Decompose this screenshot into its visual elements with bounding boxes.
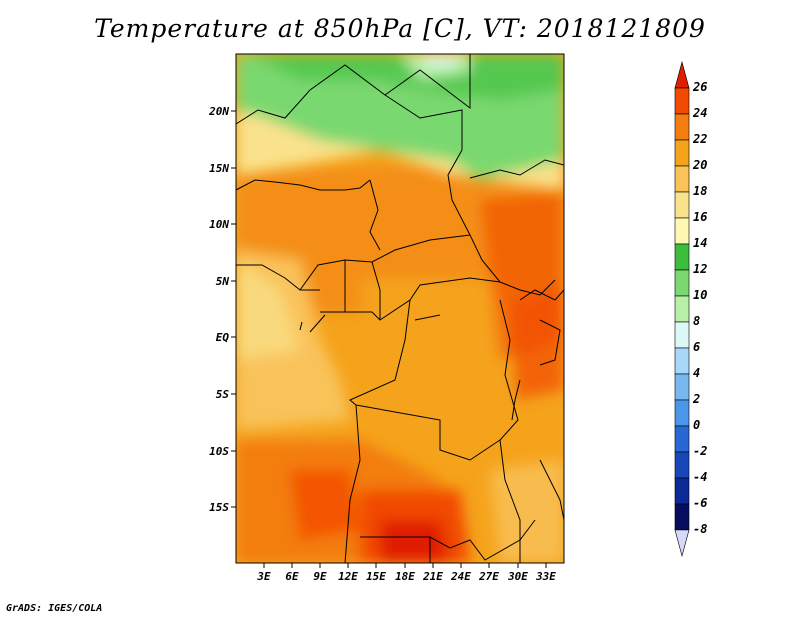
colorbar-label: 0 [693,418,700,432]
colorbar [674,60,690,558]
colorbar-block [674,243,690,271]
colorbar-block [674,503,690,531]
lat-label: 15S [209,501,229,514]
colorbar-label: 14 [693,236,707,250]
colorbar-block [674,399,690,427]
lon-label: 18E [395,570,415,583]
colorbar-block [674,191,690,219]
temperature-field [236,54,564,563]
colorbar-label: -6 [693,496,707,510]
lon-label: 27E [478,570,499,583]
country-borders [236,54,564,563]
grads-credit: GrADS: IGES/COLA [6,603,103,614]
lon-label: 3E [256,570,271,583]
colorbar-block [674,373,690,401]
colorbar-label: 6 [693,340,700,354]
colorbar-block [674,217,690,245]
lon-label: 24E [450,570,471,583]
colorbar-block [674,529,690,558]
lat-label: 5S [216,388,230,401]
colorbar-block [674,165,690,193]
colorbar-label: 26 [692,80,707,94]
colorbar-label: 2 [692,392,700,406]
colorbar-block [674,269,690,297]
colorbar-label: 8 [693,314,700,328]
lon-label: 21E [422,570,443,583]
lat-label: 10S [209,445,229,458]
lat-ticks [231,110,236,508]
colorbar-block [674,139,690,167]
lat-label: 5N [216,275,230,288]
colorbar-block [674,321,690,349]
colorbar-block [674,425,690,453]
lon-labels: 3E 6E 9E 12E 15E 18E 21E 24E 27E 30E 33E [256,570,556,583]
lon-label: 15E [366,570,386,583]
map-frame [235,53,565,564]
colorbar-label: 18 [693,184,707,198]
colorbar-label: 22 [692,132,707,146]
lon-label: 30E [507,570,528,583]
lat-label: 10N [209,218,229,231]
lat-label: EQ [216,331,230,344]
lon-label: 9E [313,570,327,583]
colorbar-label: -2 [693,444,707,458]
colorbar-block [674,347,690,375]
colorbar-block [674,87,690,115]
lat-label: 15N [209,162,229,175]
colorbar-block [674,60,690,89]
lon-label: 33E [535,570,556,583]
colorbar-labels: 26 24 22 20 18 16 14 12 10 8 6 4 2 0 -2 … [692,80,707,536]
lat-labels: 20N 15N 10N 5N EQ 5S 10S 15S [208,105,229,514]
colorbar-block [674,477,690,505]
colorbar-block [674,451,690,479]
colorbar-label: 10 [693,288,707,302]
colorbar-label: 12 [693,262,707,276]
colorbar-block [674,295,690,323]
lon-label: 12E [338,570,358,583]
colorbar-label: -8 [693,522,707,536]
lat-label: 20N [208,105,229,118]
colorbar-label: 16 [693,210,707,224]
colorbar-label: 4 [693,366,700,380]
colorbar-label: -4 [693,470,707,484]
lon-ticks [263,563,547,568]
map-title: Temperature at 850hPa [C], VT: 201812180… [94,14,706,43]
colorbar-block [674,113,690,141]
colorbar-label: 20 [692,158,707,172]
lon-label: 6E [285,570,299,583]
colorbar-label: 24 [692,106,707,120]
